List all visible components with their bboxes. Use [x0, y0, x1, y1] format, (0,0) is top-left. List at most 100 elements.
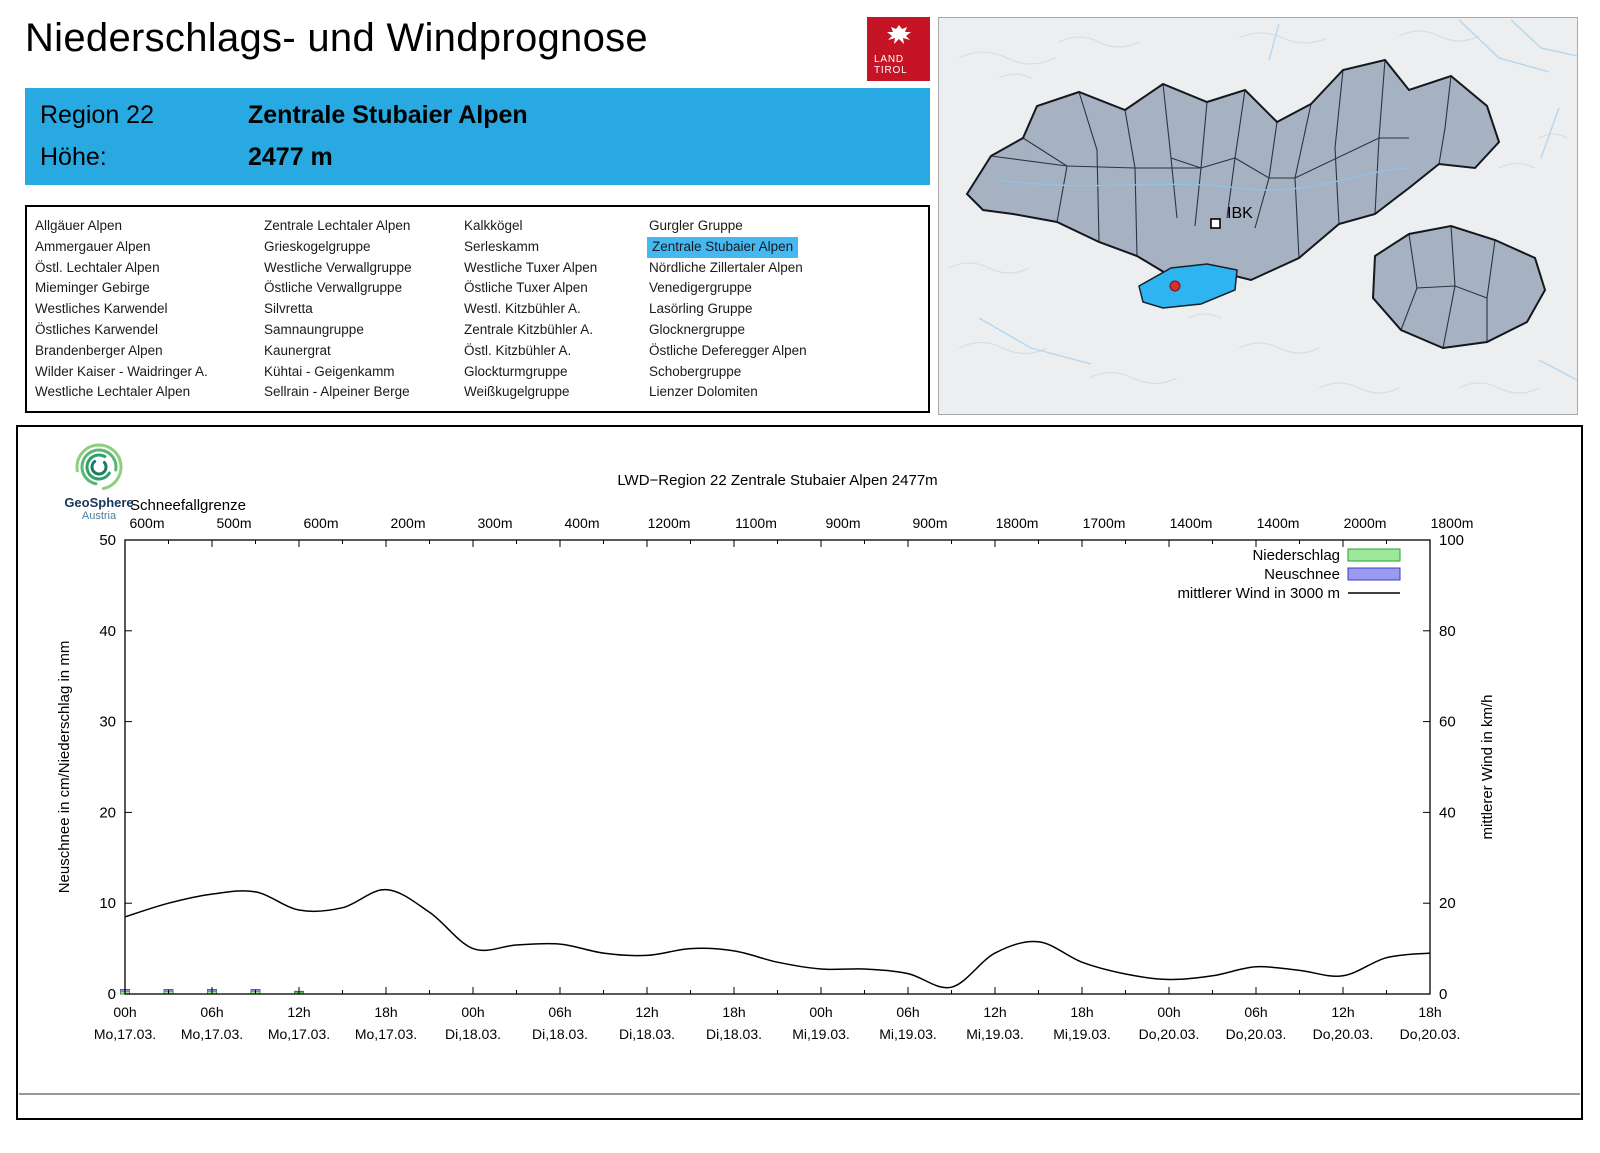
region-list-item[interactable]: Lasörling Gruppe: [649, 301, 753, 317]
axis-ticks: [124, 539, 1431, 995]
station-marker-dot: [1169, 280, 1181, 292]
region-list-item[interactable]: Westliches Karwendel: [35, 301, 168, 317]
forecast-chart: LWD−Region 22 Zentrale Stubaier Alpen 24…: [19, 472, 1580, 1095]
region-list-item[interactable]: Silvretta: [264, 301, 313, 317]
region-list-item[interactable]: Zentrale Kitzbühler A.: [464, 321, 594, 337]
region-list-item[interactable]: Ammergauer Alpen: [35, 238, 151, 254]
x-tick-date: Di,18.03.: [532, 1026, 588, 1042]
region-list-item[interactable]: Kühtai - Geigenkamm: [264, 363, 395, 379]
y-tick-right: 0: [1439, 986, 1447, 1003]
region-list-column: Kalkkögel Serleskamm Westliche Tuxer Alpen…: [464, 216, 649, 411]
tirol-region-map[interactable]: IBK: [938, 17, 1578, 415]
region-list-item[interactable]: Sellrain - Alpeiner Berge: [264, 384, 410, 400]
x-tick-date: Do,20.03.: [1226, 1026, 1287, 1042]
y-tick-left: 30: [99, 714, 116, 731]
geosphere-name: GeoSphere: [64, 495, 134, 510]
x-tick-hour: 00h: [1157, 1004, 1180, 1020]
region-list-item[interactable]: Schobergruppe: [649, 363, 742, 379]
snowline-value: 600m: [129, 515, 164, 531]
ylabel-left: Neuschnee in cm/Niederschlag in mm: [56, 641, 73, 894]
geosphere-logo: GeoSphere Austria: [44, 443, 154, 522]
region-list-item[interactable]: Westliche Lechtaler Alpen: [35, 384, 191, 400]
hoehe-value: 2477 m: [248, 143, 333, 171]
x-tick-hour: 12h: [635, 1004, 658, 1020]
region-list-item[interactable]: Gurgler Gruppe: [649, 218, 743, 233]
region-list-item[interactable]: Mieminger Gebirge: [35, 280, 150, 296]
region-list-item[interactable]: Kalkkögel: [464, 218, 523, 233]
legend-label: Niederschlag: [1252, 547, 1340, 564]
region-list-item[interactable]: Weißkugelgruppe: [464, 384, 570, 400]
ibk-label: IBK: [1227, 205, 1253, 222]
tirol-eagle-icon: [887, 25, 911, 44]
region-list-item[interactable]: Östliche Deferegger Alpen: [649, 342, 807, 358]
y-tick-left: 50: [99, 532, 116, 549]
region-name-value: Zentrale Stubaier Alpen: [248, 101, 528, 129]
region-list-item[interactable]: Allgäuer Alpen: [35, 218, 123, 233]
region-list: Allgäuer Alpen Ammergauer Alpen Östl. Lech…: [25, 205, 930, 413]
region-list-item[interactable]: Wilder Kaiser - Waidringer A.: [35, 363, 208, 379]
chart-title: LWD−Region 22 Zentrale Stubaier Alpen 24…: [617, 472, 937, 489]
region-list-item[interactable]: Östl. Kitzbühler A.: [464, 342, 572, 358]
snowline-value: 200m: [390, 515, 425, 531]
x-tick-hour: 06h: [200, 1004, 223, 1020]
region-list-item-selected[interactable]: Zentrale Stubaier Alpen: [647, 236, 799, 258]
legend-label: Neuschnee: [1264, 566, 1340, 583]
region-list-item[interactable]: Nördliche Zillertaler Alpen: [649, 259, 803, 275]
region-list-item[interactable]: Serleskamm: [464, 238, 540, 254]
snowline-value: 1400m: [1170, 515, 1213, 531]
geosphere-icon: [75, 443, 123, 491]
x-tick-date: Do,20.03.: [1139, 1026, 1200, 1042]
region-list-item[interactable]: Östliche Verwallgruppe: [264, 280, 403, 296]
snowline-value: 900m: [912, 515, 947, 531]
y-tick-left: 0: [108, 986, 116, 1003]
x-tick-hour: 12h: [287, 1004, 310, 1020]
region-list-item[interactable]: Westl. Kitzbühler A.: [464, 301, 581, 317]
region-list-item[interactable]: Venedigergruppe: [649, 280, 752, 296]
x-tick-date: Mi,19.03.: [792, 1026, 850, 1042]
x-tick-hour: 00h: [461, 1004, 484, 1020]
snowline-value: 1400m: [1257, 515, 1300, 531]
ibk-square-marker: [1210, 218, 1221, 229]
y-tick-left: 10: [99, 895, 116, 912]
region-number-label: Region 22: [40, 101, 154, 129]
region-list-column: Gurgler Gruppe Zentrale Stubaier Alpen Nör…: [647, 216, 929, 411]
x-tick-date: Mo,17.03.: [355, 1026, 417, 1042]
snowline-label: Schneefallgrenze: [130, 497, 246, 514]
region-list-item[interactable]: Grieskogelgruppe: [264, 238, 371, 254]
land-tirol-logo: LAND TIROL: [867, 17, 930, 81]
region-list-item[interactable]: Glocknergruppe: [649, 321, 746, 337]
region-list-item[interactable]: Kaunergrat: [264, 342, 331, 358]
x-tick-date: Mo,17.03.: [181, 1026, 243, 1042]
x-tick-hour: 06h: [896, 1004, 919, 1020]
region-list-item[interactable]: Östliche Tuxer Alpen: [464, 280, 588, 296]
snowline-value: 1800m: [996, 515, 1039, 531]
x-tick-hour: 18h: [722, 1004, 745, 1020]
hoehe-label: Höhe:: [40, 143, 107, 171]
region-list-item[interactable]: Glockturmgruppe: [464, 363, 568, 379]
y-tick-right: 40: [1439, 804, 1456, 821]
snowline-value: 2000m: [1344, 515, 1387, 531]
region-list-item[interactable]: Samnaungruppe: [264, 321, 364, 337]
region-list-item[interactable]: Brandenberger Alpen: [35, 342, 163, 358]
region-info-box: Region 22 Zentrale Stubaier Alpen Höhe: …: [25, 88, 930, 185]
selected-region-shape[interactable]: [1138, 263, 1238, 309]
x-tick-hour: 12h: [983, 1004, 1006, 1020]
region-list-item[interactable]: Westliche Verwallgruppe: [264, 259, 412, 275]
region-list-item[interactable]: Östliches Karwendel: [35, 321, 159, 337]
region-list-item[interactable]: Zentrale Lechtaler Alpen: [264, 218, 411, 233]
x-tick-date: Di,18.03.: [619, 1026, 675, 1042]
region-list-column: Allgäuer Alpen Ammergauer Alpen Östl. Lech…: [35, 216, 264, 411]
ylabel-right: mittlerer Wind in km/h: [1479, 694, 1496, 839]
snowline-value: 500m: [216, 515, 251, 531]
land-tirol-logo-text: LAND TIROL: [874, 54, 908, 76]
region-list-item[interactable]: Lienzer Dolomiten: [649, 384, 758, 400]
x-tick-date: Di,18.03.: [706, 1026, 762, 1042]
terrain-texture: [948, 30, 1568, 394]
y-tick-right: 60: [1439, 714, 1456, 731]
wind-line: [124, 888, 1431, 989]
snowline-value: 1700m: [1083, 515, 1126, 531]
y-tick-right: 100: [1439, 532, 1464, 549]
x-tick-date: Mi,19.03.: [966, 1026, 1024, 1042]
region-list-item[interactable]: Östl. Lechtaler Alpen: [35, 259, 160, 275]
region-list-item[interactable]: Westliche Tuxer Alpen: [464, 259, 598, 275]
